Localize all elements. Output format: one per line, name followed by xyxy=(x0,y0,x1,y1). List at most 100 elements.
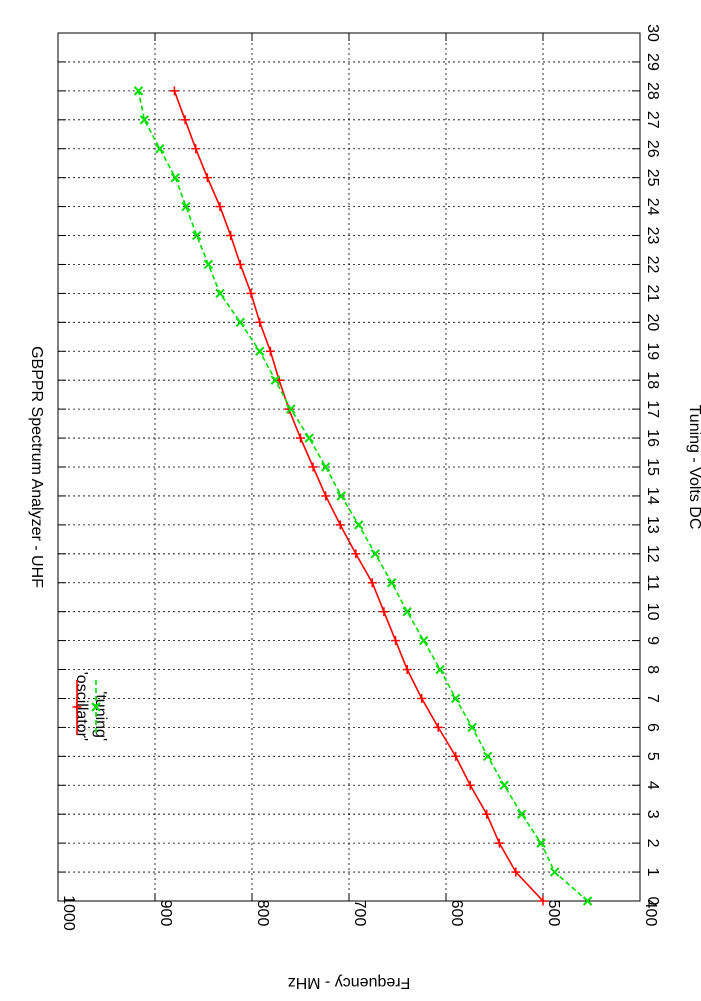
data-point-tuning xyxy=(483,751,493,762)
data-point-oscillator xyxy=(433,722,443,732)
data-point-oscillator xyxy=(308,462,318,472)
data-point-tuning xyxy=(203,259,214,270)
y-tick-label: 900 xyxy=(157,900,174,927)
data-point-oscillator xyxy=(367,578,377,588)
data-point-oscillator xyxy=(321,491,331,501)
x-axis-label: Tuning - Volts DC xyxy=(686,405,701,530)
x-tick-label: 29 xyxy=(644,53,661,71)
data-point-oscillator xyxy=(391,636,401,646)
x-tick-label: 13 xyxy=(644,516,661,534)
x-tick-label: 7 xyxy=(644,694,661,703)
legend: 'oscillator' 'tuning' xyxy=(72,672,109,741)
data-point-oscillator xyxy=(538,896,548,906)
data-point-oscillator xyxy=(482,809,492,819)
x-tick-label: 5 xyxy=(644,752,661,761)
data-point-tuning xyxy=(215,288,225,299)
data-point-oscillator xyxy=(235,259,245,269)
data-point-oscillator xyxy=(417,693,427,703)
data-point-oscillator xyxy=(351,549,361,559)
data-point-oscillator xyxy=(202,173,212,183)
data-point-tuning xyxy=(155,144,165,154)
y-tick-label: 700 xyxy=(351,900,368,927)
data-point-tuning xyxy=(255,346,265,356)
legend-label-tuning: 'tuning' xyxy=(92,691,109,741)
data-point-oscillator xyxy=(511,867,521,877)
x-tick-label: 21 xyxy=(644,285,661,303)
x-tick-label: 17 xyxy=(644,400,661,418)
series-oscillator xyxy=(169,86,548,906)
x-tick-label: 26 xyxy=(644,140,661,158)
data-point-tuning xyxy=(386,578,397,588)
data-point-tuning xyxy=(516,809,527,819)
x-tick-label: 19 xyxy=(644,342,661,360)
data-point-tuning xyxy=(450,693,461,704)
legend-sample-oscillator xyxy=(72,680,82,735)
data-point-oscillator xyxy=(246,288,256,298)
data-point-oscillator xyxy=(215,202,225,212)
data-point-tuning xyxy=(353,520,364,530)
legend-marker-tuning xyxy=(91,702,101,712)
data-point-tuning xyxy=(321,462,331,472)
x-tick-label: 15 xyxy=(644,458,661,476)
chart-title: GBPPR Spectrum Analyzer - UHF xyxy=(28,346,45,588)
y-tick-label: 1000 xyxy=(60,895,77,931)
y-axis-label: Frequency - MHz xyxy=(288,974,411,991)
data-point-oscillator xyxy=(335,520,345,530)
data-point-tuning xyxy=(370,549,380,559)
x-tick-label: 4 xyxy=(644,781,661,790)
x-tick-label: 24 xyxy=(644,198,661,216)
data-point-tuning xyxy=(192,230,202,241)
data-point-tuning xyxy=(270,375,280,385)
data-point-tuning xyxy=(467,722,477,733)
data-point-tuning xyxy=(499,780,509,790)
x-tick-label: 10 xyxy=(644,603,661,621)
data-point-oscillator xyxy=(226,231,236,241)
data-point-oscillator xyxy=(451,751,461,761)
data-point-tuning xyxy=(181,201,191,212)
x-tick-label: 9 xyxy=(644,636,661,645)
series-layer xyxy=(133,86,593,906)
y-tick-label: 400 xyxy=(642,900,659,927)
data-point-tuning xyxy=(536,838,546,848)
data-point-oscillator xyxy=(494,838,504,848)
data-point-oscillator xyxy=(296,433,305,443)
x-tick-label: 6 xyxy=(644,723,661,732)
x-tick-label: 3 xyxy=(644,810,661,819)
data-point-oscillator xyxy=(191,144,201,154)
series-tuning xyxy=(133,86,593,906)
x-tick-label: 18 xyxy=(644,371,661,389)
x-tick-label: 27 xyxy=(644,111,661,129)
x-tick-label: 0 xyxy=(644,897,661,906)
data-point-oscillator xyxy=(379,607,389,617)
data-point-tuning xyxy=(418,635,429,646)
data-point-tuning xyxy=(139,115,150,125)
x-tick-label: 20 xyxy=(644,313,661,331)
data-point-oscillator xyxy=(402,665,412,675)
x-tick-label: 1 xyxy=(644,868,661,877)
data-point-tuning xyxy=(304,433,314,443)
data-point-oscillator xyxy=(255,317,265,327)
data-point-tuning xyxy=(235,317,246,328)
data-point-oscillator xyxy=(169,86,179,96)
y-tick-label: 800 xyxy=(254,900,271,927)
y-tick-label: 600 xyxy=(448,900,465,927)
data-point-tuning xyxy=(286,404,296,414)
y-tick-label: 500 xyxy=(545,900,562,927)
data-point-tuning xyxy=(435,664,445,675)
data-point-oscillator xyxy=(265,346,275,356)
data-point-tuning xyxy=(549,867,560,877)
x-tick-label: 16 xyxy=(644,429,661,447)
x-tick-labels: 0123456789101112131415161718192021222324… xyxy=(644,24,661,905)
data-point-oscillator xyxy=(465,780,475,790)
x-tick-label: 14 xyxy=(644,487,661,505)
x-tick-label: 2 xyxy=(644,839,661,848)
x-tick-label: 28 xyxy=(644,82,661,100)
data-point-tuning xyxy=(582,896,593,906)
x-tick-label: 25 xyxy=(644,169,661,187)
grid-lines xyxy=(58,33,640,901)
y-tick-labels: 400 500 600 700 800 900 1000 xyxy=(60,895,659,931)
x-tick-label: 22 xyxy=(644,256,661,274)
data-point-tuning xyxy=(170,172,181,183)
x-tick-label: 12 xyxy=(644,545,661,563)
data-point-oscillator xyxy=(180,115,190,125)
